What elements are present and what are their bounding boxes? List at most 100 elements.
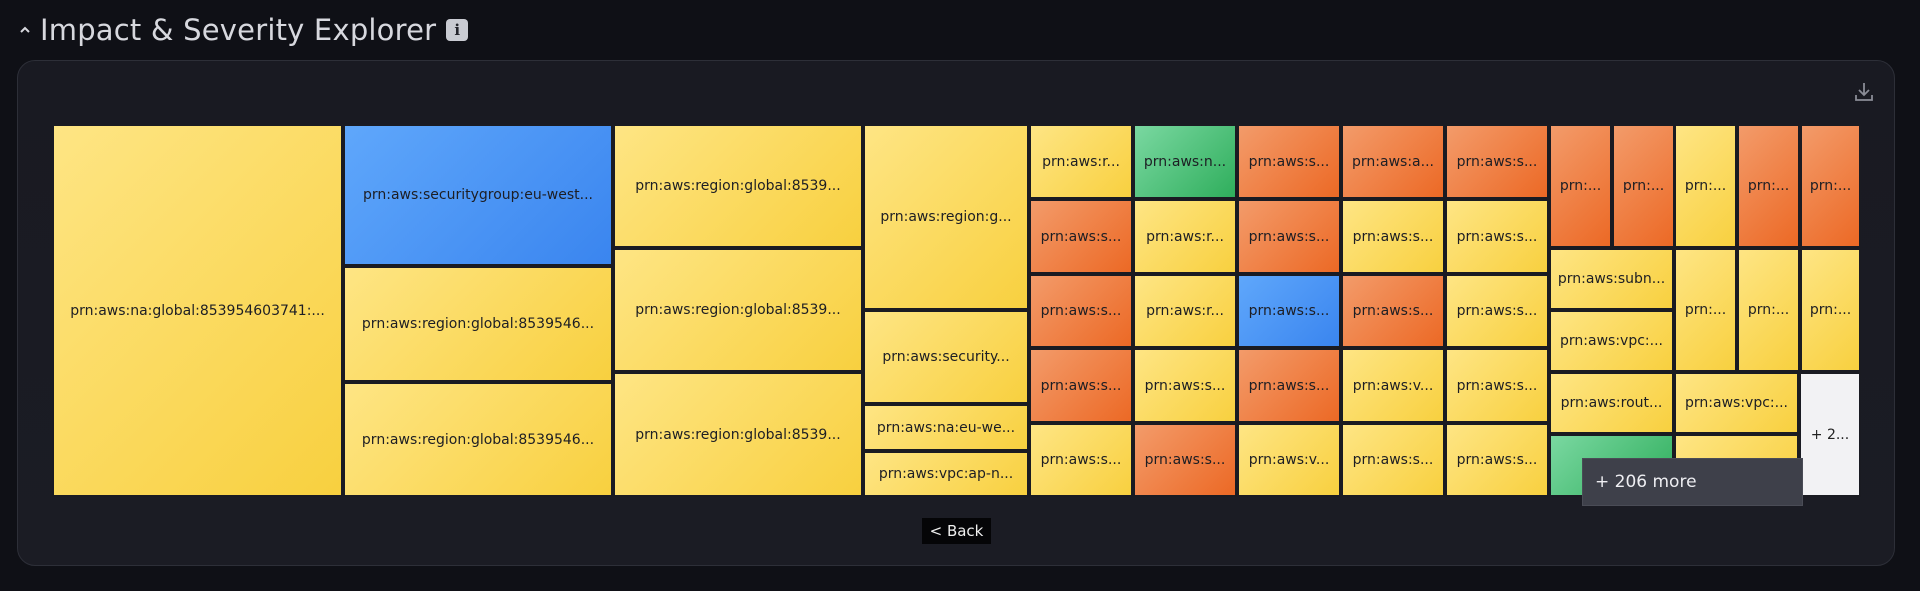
treemap-tile-label: prn:... <box>1809 178 1852 194</box>
treemap-tile-label: prn:aws:rout... <box>1560 395 1663 411</box>
treemap-tile[interactable]: prn:aws:s... <box>1445 199 1549 274</box>
treemap-tile[interactable]: prn:aws:s... <box>1133 348 1237 423</box>
treemap-tile-label: prn:aws:subn... <box>1557 271 1666 287</box>
treemap-tile[interactable]: prn:... <box>1737 124 1800 248</box>
treemap-tile-label: prn:aws:region:global:8539... <box>635 302 841 318</box>
treemap-tile-label: prn:aws:vpc:... <box>1685 395 1788 411</box>
treemap-tile-label: prn:aws:s... <box>1248 153 1330 170</box>
treemap-tile[interactable]: prn:aws:s... <box>1445 124 1549 199</box>
treemap-tile[interactable]: prn:aws:vpc:ap-n... <box>863 451 1029 497</box>
treemap-tile-label: prn:aws:n... <box>1143 153 1227 170</box>
treemap-tile-label: prn:aws:s... <box>1352 452 1434 468</box>
treemap-tile-label: prn:aws:na:eu-we... <box>876 419 1016 436</box>
treemap-tile[interactable]: prn:aws:na:global:853954603741:... <box>52 124 343 497</box>
treemap-tile[interactable]: prn:... <box>1674 248 1737 372</box>
treemap-tile[interactable]: prn:aws:region:global:8539... <box>613 248 863 372</box>
treemap-tile-label: prn:aws:s... <box>1456 303 1538 319</box>
treemap-tile-label: prn:aws:region:global:8539546... <box>361 316 595 332</box>
treemap-tile[interactable]: prn:... <box>1612 124 1675 248</box>
treemap-tile[interactable]: prn:aws:region:global:8539546... <box>343 382 613 497</box>
treemap-tile[interactable]: prn:aws:s... <box>1133 423 1237 497</box>
info-icon[interactable]: i <box>446 19 469 41</box>
treemap-tile[interactable]: prn:aws:vpc:... <box>1549 310 1674 372</box>
treemap-tile[interactable]: prn:aws:r... <box>1133 274 1237 348</box>
treemap-tile[interactable]: prn:... <box>1737 248 1800 372</box>
treemap-tile[interactable]: prn:aws:s... <box>1029 199 1133 274</box>
treemap-tile[interactable]: prn:aws:s... <box>1445 274 1549 348</box>
treemap-tile-label: prn:aws:a... <box>1352 153 1434 170</box>
treemap-tile-label: prn:aws:s... <box>1248 228 1330 245</box>
treemap-tile[interactable]: prn:aws:v... <box>1341 348 1445 423</box>
treemap-tile[interactable]: prn:... <box>1549 124 1612 248</box>
section-header: Impact & Severity Explorer i <box>18 10 469 50</box>
treemap-tile[interactable]: prn:aws:r... <box>1029 124 1133 199</box>
treemap-tile-label: prn:aws:s... <box>1040 303 1122 319</box>
more-tooltip: + 206 more <box>1582 458 1803 506</box>
treemap-tile[interactable]: prn:aws:s... <box>1445 348 1549 423</box>
treemap-tile-label: prn:aws:s... <box>1040 377 1122 394</box>
treemap-tile[interactable]: prn:aws:s... <box>1341 423 1445 497</box>
treemap-tile[interactable]: prn:... <box>1674 124 1737 248</box>
back-button[interactable]: < Back <box>922 518 991 544</box>
treemap-tile-label: prn:aws:s... <box>1144 377 1226 394</box>
treemap-tile[interactable]: prn:aws:s... <box>1237 124 1341 199</box>
treemap-tile[interactable]: prn:aws:region:g... <box>863 124 1029 310</box>
treemap-tile-label: prn:aws:s... <box>1456 452 1538 468</box>
treemap-tile-label: prn:aws:r... <box>1042 153 1120 170</box>
chevron-up-icon[interactable] <box>18 23 32 37</box>
treemap-tile-label: prn:aws:s... <box>1456 377 1538 394</box>
treemap-tile[interactable]: prn:aws:security... <box>863 310 1029 404</box>
treemap-tile[interactable]: prn:aws:na:eu-we... <box>863 404 1029 451</box>
treemap-tile[interactable]: prn:aws:vpc:... <box>1674 372 1799 434</box>
treemap-tile-label: prn:aws:securitygroup:eu-west... <box>362 187 594 203</box>
treemap-tile[interactable]: prn:aws:region:global:8539... <box>613 372 863 497</box>
treemap-tile[interactable]: prn:... <box>1800 248 1861 372</box>
treemap-tile-label: prn:aws:region:global:8539546... <box>361 431 595 448</box>
treemap-tile[interactable]: prn:aws:s... <box>1029 348 1133 423</box>
treemap-tile[interactable]: + 2... <box>1799 372 1861 497</box>
treemap-tile-label: prn:aws:region:global:8539... <box>635 178 841 194</box>
treemap-tile-label: prn:aws:security... <box>882 349 1010 365</box>
treemap-tile-label: prn:aws:s... <box>1248 377 1330 394</box>
treemap-tile[interactable]: prn:aws:s... <box>1237 348 1341 423</box>
treemap-tile-label: prn:aws:s... <box>1352 303 1434 319</box>
treemap-tile-label: prn:aws:s... <box>1040 452 1122 468</box>
treemap-tile[interactable]: prn:aws:rout... <box>1549 372 1674 434</box>
treemap-tile-label: + 2... <box>1810 426 1850 443</box>
treemap-tile-label: prn:aws:s... <box>1456 228 1538 245</box>
treemap-tile-label: prn:... <box>1684 178 1727 194</box>
treemap-tile-label: prn:aws:vpc:... <box>1560 333 1663 349</box>
treemap-tile[interactable]: prn:aws:s... <box>1237 274 1341 348</box>
treemap-tile-label: prn:... <box>1622 178 1665 194</box>
treemap-tile[interactable]: prn:aws:s... <box>1445 423 1549 497</box>
treemap-tile[interactable]: prn:aws:s... <box>1341 199 1445 274</box>
treemap-tile[interactable]: prn:aws:v... <box>1237 423 1341 497</box>
treemap-tile[interactable]: prn:aws:region:global:8539546... <box>343 266 613 382</box>
treemap-tile[interactable]: prn:aws:s... <box>1341 274 1445 348</box>
treemap-tile-label: prn:aws:v... <box>1352 377 1434 394</box>
treemap-tile[interactable]: prn:aws:securitygroup:eu-west... <box>343 124 613 266</box>
page-title: Impact & Severity Explorer <box>40 13 437 47</box>
download-icon[interactable] <box>1852 80 1876 104</box>
treemap-tile[interactable]: prn:aws:n... <box>1133 124 1237 199</box>
treemap-tile-label: prn:aws:v... <box>1248 452 1330 468</box>
treemap-tile-label: prn:aws:region:g... <box>880 209 1012 225</box>
treemap-tile-label: prn:aws:na:global:853954603741:... <box>70 302 325 319</box>
treemap-tile-label: prn:aws:s... <box>1248 303 1330 319</box>
treemap-tile[interactable]: prn:aws:s... <box>1237 199 1341 274</box>
treemap-tile[interactable]: prn:aws:r... <box>1133 199 1237 274</box>
treemap-tile-label: prn:... <box>1559 178 1602 194</box>
treemap-tile-label: prn:aws:r... <box>1146 303 1224 319</box>
treemap-tile[interactable]: prn:aws:s... <box>1029 423 1133 497</box>
treemap-tile-label: prn:... <box>1747 178 1790 194</box>
treemap-tile[interactable]: prn:aws:s... <box>1029 274 1133 348</box>
treemap-tile-label: prn:aws:s... <box>1040 228 1122 245</box>
treemap-tile-label: prn:aws:s... <box>1144 452 1226 468</box>
treemap-tile-label: prn:aws:vpc:ap-n... <box>878 466 1014 482</box>
treemap-tile-label: prn:... <box>1684 302 1727 318</box>
treemap-tile[interactable]: prn:aws:subn... <box>1549 248 1674 310</box>
treemap-tile-label: prn:aws:r... <box>1146 228 1224 245</box>
treemap-tile[interactable]: prn:... <box>1800 124 1861 248</box>
treemap-tile[interactable]: prn:aws:a... <box>1341 124 1445 199</box>
treemap-tile[interactable]: prn:aws:region:global:8539... <box>613 124 863 248</box>
